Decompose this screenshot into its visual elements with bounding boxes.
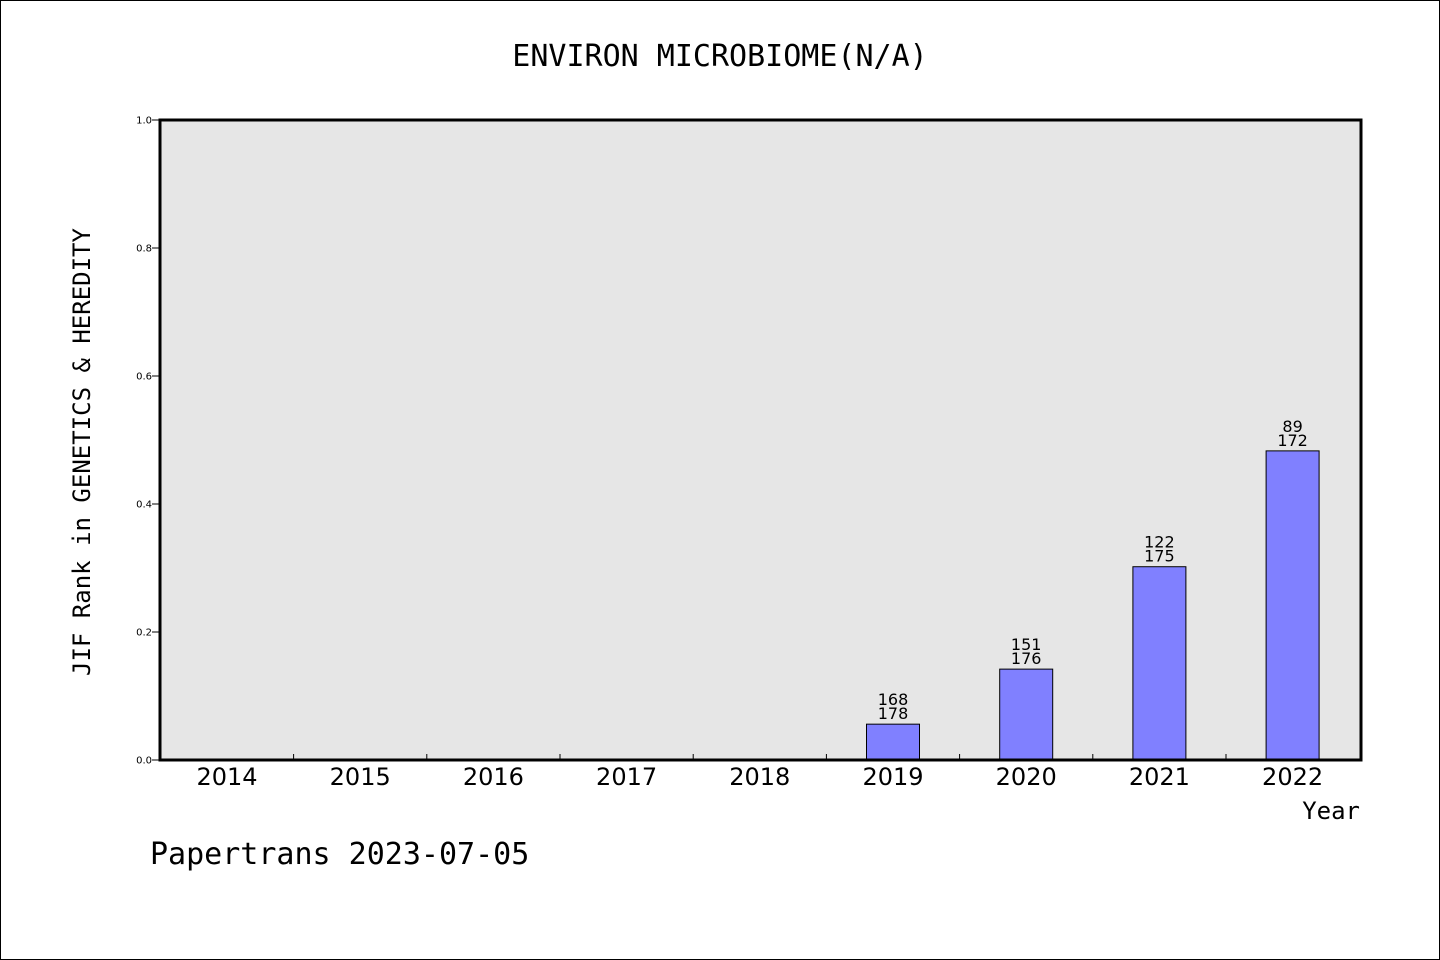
bar-label-rank: 89: [1282, 417, 1302, 436]
x-tick-label: 2021: [1129, 763, 1190, 791]
bar-2021: [1132, 566, 1187, 761]
bar-label-rank: 122: [1144, 533, 1175, 552]
chart-title: ENVIRON MICROBIOME(N/A): [512, 39, 927, 74]
y-tick-label: 0.2: [136, 628, 152, 639]
bar-2022: [1265, 450, 1320, 761]
x-tick-label: 2022: [1262, 763, 1323, 791]
y-axis-ticks: 0.0 0.2 0.4 0.6 0.8 1.0: [136, 116, 160, 767]
y-tick-label: 0.8: [136, 244, 152, 255]
x-tick-label: 2018: [729, 763, 790, 791]
bar-2019: [866, 723, 920, 761]
x-tick-label: 2015: [330, 763, 391, 791]
x-tick-label: 2020: [996, 763, 1057, 791]
footer-text: Papertrans 2023-07-05: [150, 837, 529, 872]
plot-border: [158, 118, 1363, 762]
bar-label-rank: 168: [878, 690, 909, 709]
x-tick-label: 2017: [596, 763, 657, 791]
x-axis-ticks: 2014 2015 2016 2017 2018 2019 2020 2021 2022: [196, 754, 1323, 791]
bar-2020: [999, 668, 1054, 761]
bar-label-total: 176: [1011, 649, 1042, 668]
x-tick-label: 2016: [463, 763, 524, 791]
y-axis-label: JIF Rank in GENETICS & HEREDITY: [68, 227, 96, 675]
bar-label-total: 178: [878, 704, 909, 723]
bar-label-total: 175: [1144, 547, 1175, 566]
bar-label-rank: 151: [1011, 635, 1042, 654]
y-tick-label: 1.0: [136, 116, 152, 127]
y-tick-label: 0.4: [136, 500, 152, 511]
x-axis-label: Year: [1302, 797, 1360, 825]
bar-label-total: 172: [1277, 431, 1308, 450]
y-tick-label: 0.6: [136, 372, 152, 383]
x-tick-label: 2014: [196, 763, 257, 791]
x-tick-label: 2019: [862, 763, 923, 791]
y-tick-label: 0.0: [136, 756, 152, 767]
